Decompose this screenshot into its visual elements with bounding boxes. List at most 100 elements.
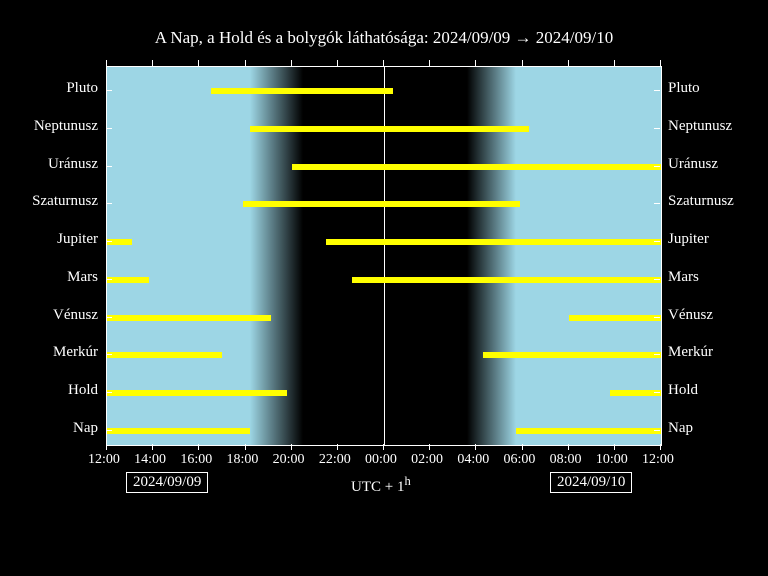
y-tick xyxy=(106,203,112,204)
x-tick-label: 16:00 xyxy=(180,452,212,468)
body-label-left: Szaturnusz xyxy=(32,193,98,210)
x-tick xyxy=(106,60,107,66)
x-tick-label: 10:00 xyxy=(596,452,628,468)
visibility-bar xyxy=(516,428,661,434)
visibility-bar xyxy=(107,352,222,358)
visibility-bar xyxy=(292,164,661,170)
x-tick xyxy=(429,444,430,450)
visibility-bar xyxy=(211,88,393,94)
x-tick-label: 14:00 xyxy=(134,452,166,468)
visibility-bar xyxy=(610,390,661,396)
x-tick-label: 08:00 xyxy=(550,452,582,468)
date-left: 2024/09/09 xyxy=(126,472,208,493)
x-tick xyxy=(198,444,199,450)
x-tick xyxy=(245,444,246,450)
x-tick xyxy=(106,444,107,450)
body-label-right: Nap xyxy=(668,420,693,437)
x-tick xyxy=(522,60,523,66)
daylight-right xyxy=(516,67,661,445)
visibility-bar xyxy=(107,390,287,396)
twilight-right xyxy=(467,67,515,445)
chart-title: A Nap, a Hold és a bolygók láthatósága: … xyxy=(0,28,768,48)
body-label-left: Jupiter xyxy=(57,231,98,248)
body-label-left: Neptunusz xyxy=(34,118,98,135)
x-tick xyxy=(568,60,569,66)
body-label-right: Jupiter xyxy=(668,231,709,248)
body-label-right: Merkúr xyxy=(668,344,713,361)
y-tick xyxy=(106,166,112,167)
midnight-line xyxy=(384,67,385,445)
plot-area xyxy=(106,66,662,446)
y-tick xyxy=(654,166,660,167)
timezone-label: UTC + 1h xyxy=(351,474,411,496)
body-label-left: Hold xyxy=(68,382,98,399)
x-tick xyxy=(475,60,476,66)
y-tick xyxy=(106,241,112,242)
y-tick xyxy=(654,279,660,280)
x-tick xyxy=(291,444,292,450)
x-tick-label: 20:00 xyxy=(273,452,305,468)
y-tick xyxy=(654,203,660,204)
x-tick xyxy=(337,60,338,66)
daylight-left xyxy=(107,67,250,445)
visibility-bar xyxy=(107,428,250,434)
x-tick-label: 22:00 xyxy=(319,452,351,468)
x-tick xyxy=(614,60,615,66)
y-tick xyxy=(106,90,112,91)
visibility-bar xyxy=(243,201,520,207)
date-right: 2024/09/10 xyxy=(550,472,632,493)
y-tick xyxy=(106,392,112,393)
visibility-bar xyxy=(352,277,661,283)
x-tick xyxy=(291,60,292,66)
x-tick xyxy=(660,60,661,66)
body-label-right: Szaturnusz xyxy=(668,193,734,210)
y-tick xyxy=(654,317,660,318)
twilight-left xyxy=(250,67,303,445)
visibility-bar xyxy=(483,352,661,358)
x-tick xyxy=(522,444,523,450)
y-tick xyxy=(106,430,112,431)
body-label-left: Mars xyxy=(67,269,98,286)
x-tick xyxy=(660,444,661,450)
visibility-bar xyxy=(250,126,529,132)
y-tick xyxy=(654,90,660,91)
y-tick xyxy=(106,354,112,355)
y-tick xyxy=(654,128,660,129)
x-tick-label: 00:00 xyxy=(365,452,397,468)
y-tick xyxy=(654,354,660,355)
body-label-left: Pluto xyxy=(66,80,98,97)
body-label-right: Mars xyxy=(668,269,699,286)
y-tick xyxy=(654,392,660,393)
x-tick xyxy=(568,444,569,450)
x-tick xyxy=(383,60,384,66)
x-tick-label: 18:00 xyxy=(227,452,259,468)
x-tick-label: 12:00 xyxy=(88,452,120,468)
x-tick xyxy=(614,444,615,450)
y-tick xyxy=(106,317,112,318)
x-tick xyxy=(383,444,384,450)
visibility-bar xyxy=(107,315,271,321)
x-tick xyxy=(198,60,199,66)
x-tick-label: 12:00 xyxy=(642,452,674,468)
body-label-left: Uránusz xyxy=(48,156,98,173)
body-label-left: Vénusz xyxy=(53,307,98,324)
y-tick xyxy=(654,430,660,431)
body-label-right: Pluto xyxy=(668,80,700,97)
y-tick xyxy=(106,128,112,129)
x-tick xyxy=(475,444,476,450)
x-tick-label: 06:00 xyxy=(504,452,536,468)
x-tick xyxy=(245,60,246,66)
body-label-left: Nap xyxy=(73,420,98,437)
body-label-left: Merkúr xyxy=(53,344,98,361)
x-tick xyxy=(337,444,338,450)
visibility-bar xyxy=(107,239,132,245)
x-tick-label: 02:00 xyxy=(411,452,443,468)
visibility-bar xyxy=(107,277,149,283)
visibility-bar xyxy=(326,239,661,245)
visibility-bar xyxy=(569,315,661,321)
body-label-right: Vénusz xyxy=(668,307,713,324)
x-tick xyxy=(429,60,430,66)
x-tick xyxy=(152,60,153,66)
y-tick xyxy=(106,279,112,280)
x-tick xyxy=(152,444,153,450)
